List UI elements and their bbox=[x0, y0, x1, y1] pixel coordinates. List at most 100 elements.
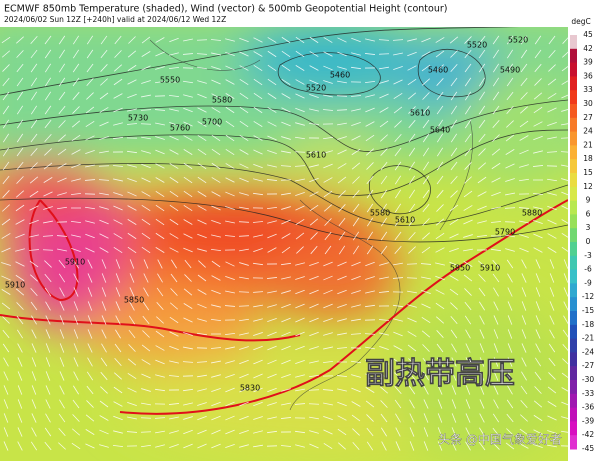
colorbar-segment bbox=[570, 394, 577, 408]
wind-arrow bbox=[309, 390, 319, 391]
colorbar-segment bbox=[570, 352, 577, 366]
colorbar-tick-label: -3 bbox=[584, 251, 592, 260]
colorbar-segment bbox=[570, 145, 577, 159]
colorbar-tick-label: 18 bbox=[583, 154, 593, 163]
contour-label: 5790 bbox=[495, 228, 515, 237]
colorbar-tick-label: -42 bbox=[582, 430, 594, 439]
wind-arrow bbox=[407, 264, 417, 265]
wind-arrow bbox=[239, 292, 249, 293]
colorbar-segment bbox=[570, 325, 577, 339]
colorbar-segment bbox=[570, 311, 577, 325]
colorbar-tick-label: -36 bbox=[582, 403, 594, 412]
contour-label: 5760 bbox=[170, 124, 190, 133]
contour-label: 5610 bbox=[306, 151, 326, 160]
colorbar-tick-label: -12 bbox=[582, 292, 594, 301]
contour-label: 5850 bbox=[124, 296, 144, 305]
contour-label: 5910 bbox=[5, 281, 25, 290]
contour-label: 5850 bbox=[450, 264, 470, 273]
colorbar-segment bbox=[570, 118, 577, 132]
colorbar-tick-label: -45 bbox=[582, 444, 594, 453]
colorbar-segment bbox=[570, 35, 577, 49]
colorbar-tick-label: 9 bbox=[586, 196, 591, 205]
colorbar-tick-label: 24 bbox=[583, 127, 593, 136]
colorbar-tick-label: -39 bbox=[582, 416, 594, 425]
colorbar-segment bbox=[570, 242, 577, 256]
colorbar-tick-label: -9 bbox=[584, 278, 592, 287]
colorbar-segment bbox=[570, 63, 577, 77]
colorbar-tick-label: -15 bbox=[582, 306, 594, 315]
colorbar-tick-label: 33 bbox=[583, 85, 593, 94]
colorbar-segment bbox=[570, 159, 577, 173]
colorbar-tick-label: -30 bbox=[582, 375, 594, 384]
colorbar-segment bbox=[570, 49, 577, 63]
colorbar-segment bbox=[570, 214, 577, 228]
wind-arrow bbox=[141, 418, 151, 419]
colorbar-tick-label: 21 bbox=[583, 140, 593, 149]
colorbar-segment bbox=[570, 132, 577, 146]
contour-label: 5910 bbox=[65, 258, 85, 267]
colorbar-tick-label: 0 bbox=[586, 237, 591, 246]
wind-arrow bbox=[141, 432, 151, 433]
wind-arrow bbox=[99, 166, 109, 167]
contour-label: 5520 bbox=[306, 84, 326, 93]
colorbar-tick-label: -6 bbox=[584, 265, 592, 274]
colorbar-segment bbox=[570, 187, 577, 201]
contour-label: 5490 bbox=[500, 66, 520, 75]
colorbar-segment bbox=[570, 173, 577, 187]
contour-label: 5460 bbox=[330, 71, 350, 80]
colorbar-segment bbox=[570, 201, 577, 215]
contour-label: 5550 bbox=[160, 76, 180, 85]
contour-label: 5610 bbox=[395, 216, 415, 225]
contour-label: 5520 bbox=[508, 36, 528, 45]
contour-label: 5830 bbox=[240, 384, 260, 393]
colorbar-tick-label: 45 bbox=[583, 30, 593, 39]
wind-arrow bbox=[309, 404, 319, 405]
colorbar-segment bbox=[570, 76, 577, 90]
contour-label: 5520 bbox=[467, 41, 487, 50]
contour-label: 5640 bbox=[430, 126, 450, 135]
colorbar-tick-label: 15 bbox=[583, 168, 593, 177]
watermark: 头条 @中国气象爱好者 bbox=[438, 432, 562, 447]
map-title: ECMWF 850mb Temperature (shaded), Wind (… bbox=[4, 4, 447, 15]
colorbar-segment bbox=[570, 380, 577, 394]
wind-arrow bbox=[239, 306, 249, 307]
wind-arrow bbox=[141, 124, 151, 125]
colorbar-tick-label: -33 bbox=[582, 389, 594, 398]
contour-label: 5460 bbox=[428, 66, 448, 75]
colorbar-tick-label: -21 bbox=[582, 334, 594, 343]
contour-label: 5610 bbox=[410, 109, 430, 118]
overlay-label: 副热带高压 bbox=[365, 357, 515, 392]
colorbar-tick-label: 36 bbox=[583, 71, 593, 80]
colorbar-tick-label: 6 bbox=[586, 209, 591, 218]
colorbar-segment bbox=[570, 270, 577, 284]
colorbar-tick-label: 3 bbox=[586, 223, 591, 232]
colorbar: 4542393633302724211815129630-3-6-9-12-15… bbox=[570, 30, 594, 453]
map-area: 5520 5520 5460 5490 5460 5550 5580 5520 5730 5760… bbox=[0, 10, 600, 461]
contour-label: 5580 bbox=[212, 96, 232, 105]
colorbar-segment bbox=[570, 90, 577, 104]
wind-arrow bbox=[43, 250, 53, 251]
colorbar-segment bbox=[570, 104, 577, 118]
map-subtitle: 2024/06/02 Sun 12Z [+240h] valid at 2024… bbox=[4, 15, 226, 24]
colorbar-segment bbox=[570, 228, 577, 242]
colorbar-segment bbox=[570, 256, 577, 270]
colorbar-segment bbox=[570, 283, 577, 297]
colorbar-tick-label: 30 bbox=[583, 99, 593, 108]
colorbar-tick-label: -18 bbox=[582, 320, 594, 329]
colorbar-segment bbox=[570, 297, 577, 311]
colorbar-tick-label: -24 bbox=[582, 347, 594, 356]
colorbar-tick-label: 42 bbox=[583, 44, 593, 53]
colorbar-unit: degC bbox=[571, 17, 590, 26]
contour-label: 5700 bbox=[202, 118, 222, 127]
contour-label: 5580 bbox=[370, 209, 390, 218]
contour-label: 5730 bbox=[128, 114, 148, 123]
wind-arrow bbox=[197, 40, 207, 41]
colorbar-tick-label: 27 bbox=[583, 113, 593, 122]
wind-arrow bbox=[407, 278, 417, 279]
colorbar-segment bbox=[570, 421, 577, 435]
colorbar-tick-label: 12 bbox=[583, 182, 593, 191]
colorbar-segment bbox=[570, 366, 577, 380]
colorbar-tick-label: 39 bbox=[583, 58, 593, 67]
contour-label: 5880 bbox=[522, 209, 542, 218]
